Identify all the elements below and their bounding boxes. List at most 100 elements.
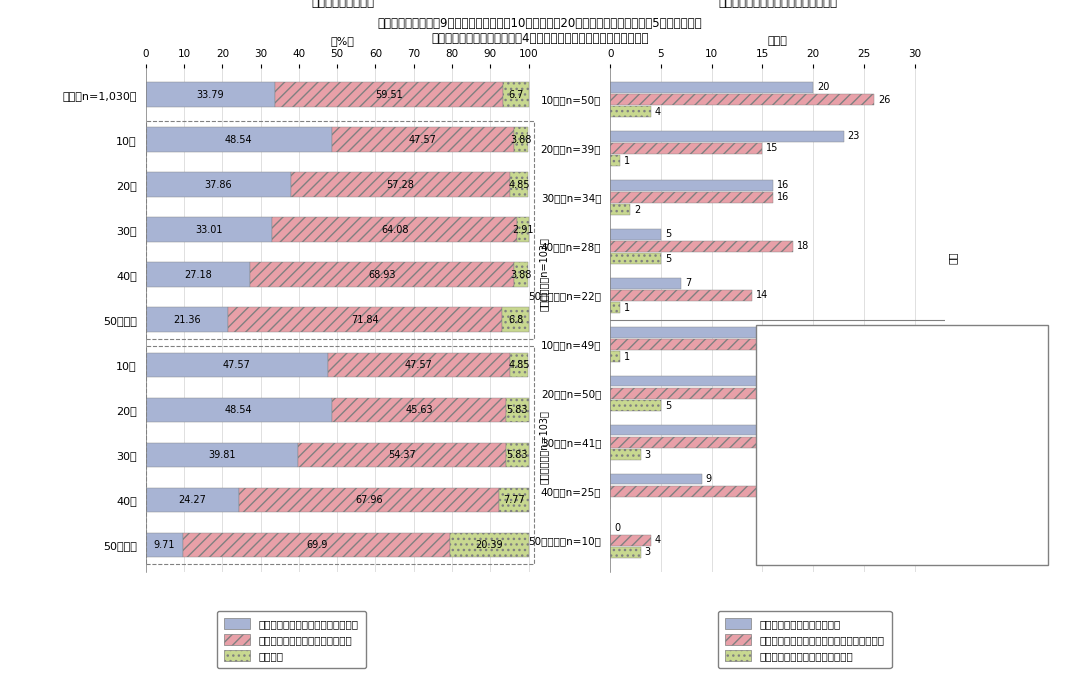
Wedge shape (825, 393, 939, 539)
Wedge shape (868, 385, 902, 462)
Bar (610, 94, 874, 105)
Text: 59.51: 59.51 (375, 90, 403, 100)
Text: 64.08: 64.08 (381, 225, 408, 235)
Bar (228, 307, 502, 332)
Text: 5: 5 (665, 401, 672, 410)
Bar (610, 376, 843, 387)
Text: 18: 18 (797, 327, 809, 337)
Bar (146, 443, 298, 467)
Bar (514, 263, 528, 287)
Text: 15: 15 (767, 437, 779, 447)
Bar (146, 83, 275, 107)
Bar (610, 253, 661, 264)
Text: 5.83: 5.83 (507, 450, 528, 460)
Bar (507, 397, 528, 422)
Text: 48.54: 48.54 (225, 135, 253, 145)
Text: 71.84: 71.84 (351, 315, 379, 325)
Text: 26: 26 (878, 95, 890, 104)
Text: 3.88: 3.88 (511, 135, 531, 145)
Bar (610, 424, 843, 435)
Bar (610, 547, 640, 558)
Text: 男性: 男性 (947, 251, 958, 263)
Bar (610, 474, 702, 485)
Text: 0: 0 (615, 523, 620, 533)
Bar (332, 397, 507, 422)
Bar (328, 353, 510, 377)
Text: 7: 7 (686, 278, 691, 288)
Text: 33.79: 33.79 (197, 90, 225, 100)
Bar (146, 263, 249, 287)
Bar (610, 131, 843, 141)
Bar (610, 290, 753, 301)
Bar (183, 533, 450, 557)
Text: 4.85: 4.85 (509, 180, 530, 190)
Text: 16: 16 (777, 180, 788, 190)
Text: 6.8: 6.8 (508, 315, 523, 325)
Bar (610, 192, 772, 203)
Text: 20.39: 20.39 (475, 540, 503, 550)
Bar (610, 535, 651, 546)
Text: 1: 1 (624, 156, 631, 166)
Text: 2: 2 (635, 204, 640, 215)
Bar (332, 127, 514, 152)
Text: 14: 14 (756, 290, 769, 301)
Text: 47.57: 47.57 (222, 360, 251, 370)
Bar (610, 327, 793, 338)
Text: 9: 9 (705, 474, 712, 484)
Bar (502, 307, 528, 332)
Text: 69.9: 69.9 (306, 540, 327, 550)
Bar (610, 204, 631, 215)
Bar (450, 533, 528, 557)
Bar (272, 217, 517, 242)
Text: 18: 18 (797, 242, 809, 251)
Bar (249, 263, 514, 287)
Text: 16: 16 (777, 486, 788, 496)
Bar (514, 127, 528, 152)
Legend: 購入し、利用したことがある, 購入したことはないが、利用したことがある, 過去１年間は利用したことがない: 購入し、利用したことがある, 購入したことはないが、利用したことがある, 過去１… (717, 611, 892, 668)
Text: 23: 23 (848, 425, 860, 435)
Bar (610, 278, 681, 288)
Bar (146, 487, 239, 512)
Bar (610, 143, 762, 154)
Title: 全体（n=348）: 全体（n=348） (872, 353, 932, 364)
Text: 女性: 女性 (947, 427, 958, 439)
Bar (510, 173, 528, 197)
Text: 7.77: 7.77 (503, 495, 525, 505)
Bar (517, 217, 528, 242)
Bar (146, 307, 228, 332)
Text: さらに利用経験者のうち、約4割がコンテンツの購入を経験している: さらに利用経験者のうち、約4割がコンテンツの購入を経験している (431, 32, 649, 45)
Text: 女性（各年代n=103）: 女性（各年代n=103） (538, 410, 549, 484)
Bar (146, 217, 272, 242)
Bar (610, 388, 834, 399)
Bar (610, 241, 793, 252)
Text: 9.71: 9.71 (153, 540, 175, 550)
Text: 購入したことは
ないが、利用し
たことがある
50.6%: 購入したことは ないが、利用し たことがある 50.6% (779, 481, 813, 521)
Bar (610, 106, 651, 117)
Text: 24.27: 24.27 (178, 495, 206, 505)
Bar (275, 83, 503, 107)
Text: 購入し、利用し
たことがある
42.2%: 購入し、利用し たことがある 42.2% (961, 405, 997, 435)
Text: 33.01: 33.01 (195, 225, 222, 235)
Text: 1: 1 (624, 351, 631, 362)
Text: 27.18: 27.18 (184, 270, 212, 280)
Text: 1: 1 (624, 303, 631, 313)
Text: 4: 4 (654, 536, 661, 545)
Bar (146, 127, 332, 152)
Bar (610, 339, 915, 350)
Text: 30: 30 (919, 339, 931, 349)
Bar (610, 302, 620, 313)
Text: 54.37: 54.37 (389, 450, 416, 460)
Text: 5: 5 (665, 230, 672, 239)
Text: 5.83: 5.83 (507, 405, 528, 415)
Text: 2.91: 2.91 (512, 225, 534, 235)
Text: 過去１年間は利
用したことがな
い
7.2%: 過去１年間は利 用したことがな い 7.2% (855, 375, 890, 416)
Bar (499, 487, 528, 512)
Text: 23: 23 (848, 131, 860, 141)
Bar (610, 351, 620, 362)
Bar (146, 397, 332, 422)
Text: 3: 3 (645, 450, 651, 460)
Text: 23: 23 (848, 376, 860, 386)
Legend: 知っているし、利用したことがある, 知っているが利用したことはない, 知らない: 知っているし、利用したことがある, 知っているが利用したことはない, 知らない (217, 611, 366, 668)
Text: 4.85: 4.85 (509, 360, 530, 370)
Bar (610, 229, 661, 240)
